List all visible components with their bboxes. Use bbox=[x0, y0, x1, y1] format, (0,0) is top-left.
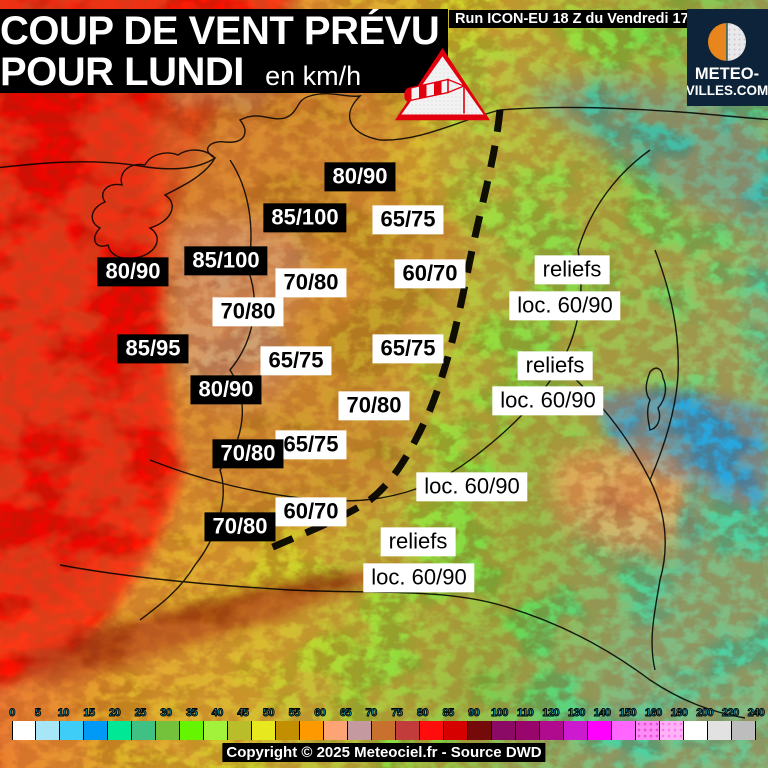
svg-text:VILLES.COM: VILLES.COM bbox=[687, 83, 768, 98]
svg-text:METEO-: METEO- bbox=[695, 65, 759, 83]
